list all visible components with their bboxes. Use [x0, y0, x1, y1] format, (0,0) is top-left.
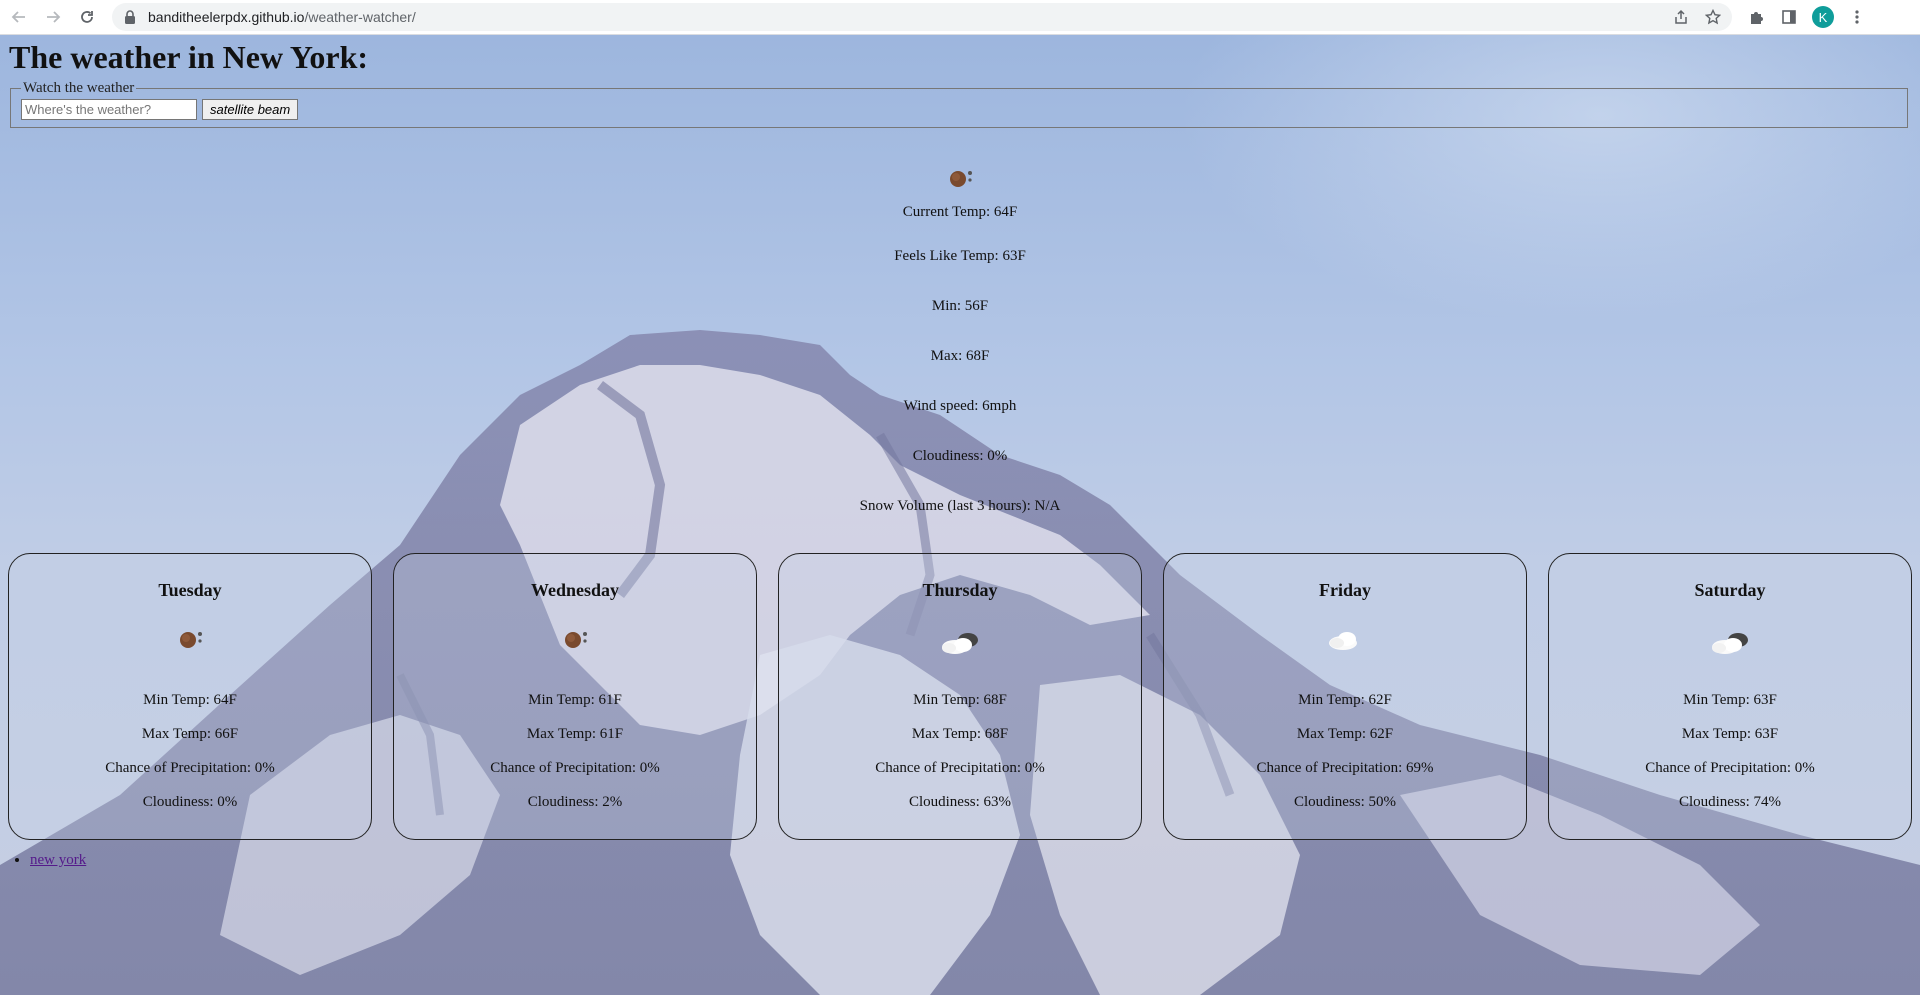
forecast-min-temp: Min Temp: 68F	[913, 692, 1007, 708]
broken-clouds-icon	[1549, 628, 1911, 656]
forecast-max-temp: Max Temp: 66F	[141, 726, 239, 742]
arrow-right-icon	[44, 8, 62, 26]
forecast-min-temp: Min Temp: 62F	[1298, 692, 1392, 708]
forecast-card-friday: Friday Min Temp: 62F Max Temp: 62F Chanc…	[1163, 553, 1527, 840]
forecast-day: Tuesday	[158, 580, 222, 600]
current-temp: Current Temp: 64F	[902, 204, 1018, 220]
browser-toolbar: banditheelerpdx.github.io/weather-watche…	[0, 0, 1920, 35]
forecast-day: Thursday	[922, 580, 998, 600]
forecast-card-wednesday: Wednesday Min Temp: 61F Max Temp: 61F Ch…	[393, 553, 757, 840]
address-bar[interactable]: banditheelerpdx.github.io/weather-watche…	[112, 3, 1732, 31]
city-search-input[interactable]	[21, 99, 197, 120]
page-title: The weather in New York:	[9, 39, 369, 75]
cloud-icon	[1164, 628, 1526, 652]
satellite-beam-button[interactable]: satellite beam	[202, 99, 299, 120]
current-max-temp: Max: 68F	[930, 348, 990, 364]
share-icon[interactable]	[1672, 8, 1690, 26]
forecast-cloudiness: Cloudiness: 2%	[527, 794, 623, 810]
forecast-max-temp: Max Temp: 68F	[911, 726, 1009, 742]
mountain-background-image	[0, 330, 1920, 995]
arrow-left-icon	[10, 8, 28, 26]
back-button[interactable]	[4, 2, 34, 32]
forecast-max-temp: Max Temp: 63F	[1681, 726, 1779, 742]
snow-volume: Snow Volume (last 3 hours): N/A	[859, 498, 1061, 514]
reload-button[interactable]	[72, 2, 102, 32]
forecast-min-temp: Min Temp: 61F	[528, 692, 622, 708]
page-viewport: The weather in New York: Watch the weath…	[0, 35, 1920, 995]
sun-icon	[9, 628, 371, 650]
broken-clouds-icon	[779, 628, 1141, 656]
forecast-max-temp: Max Temp: 62F	[1296, 726, 1394, 742]
current-min-temp: Min: 56F	[931, 298, 989, 314]
search-history-list: new york	[10, 852, 86, 869]
current-cloudiness: Cloudiness: 0%	[912, 448, 1008, 464]
history-link-new-york[interactable]: new york	[30, 852, 87, 868]
forecast-cloudiness: Cloudiness: 50%	[1293, 794, 1397, 810]
forecast-min-temp: Min Temp: 63F	[1683, 692, 1777, 708]
extensions-puzzle-icon[interactable]	[1748, 8, 1766, 26]
forecast-day: Saturday	[1694, 580, 1766, 600]
forecast-precip: Chance of Precipitation: 0%	[105, 760, 275, 776]
reload-icon	[78, 8, 96, 26]
more-vert-icon[interactable]	[1848, 8, 1866, 26]
search-legend: Watch the weather	[23, 80, 135, 96]
profile-avatar[interactable]: K	[1812, 6, 1834, 28]
sun-icon	[394, 628, 756, 650]
forecast-cloudiness: Cloudiness: 63%	[908, 794, 1012, 810]
forecast-min-temp: Min Temp: 64F	[143, 692, 237, 708]
forward-button[interactable]	[38, 2, 68, 32]
wind-speed: Wind speed: 6mph	[903, 398, 1017, 414]
forecast-max-temp: Max Temp: 61F	[526, 726, 624, 742]
list-item: new york	[30, 852, 86, 869]
side-panel-icon[interactable]	[1780, 8, 1798, 26]
forecast-cloudiness: Cloudiness: 74%	[1678, 794, 1782, 810]
forecast-day: Wednesday	[530, 580, 620, 600]
forecast-cloudiness: Cloudiness: 0%	[142, 794, 238, 810]
bookmark-star-icon[interactable]	[1704, 8, 1722, 26]
forecast-card-tuesday: Tuesday Min Temp: 64F Max Temp: 66F Chan…	[8, 553, 372, 840]
lock-icon	[122, 9, 138, 25]
forecast-precip: Chance of Precipitation: 0%	[490, 760, 660, 776]
forecast-precip: Chance of Precipitation: 0%	[1645, 760, 1815, 776]
forecast-day: Friday	[1319, 580, 1371, 600]
sun-icon	[940, 167, 980, 189]
forecast-precip: Chance of Precipitation: 69%	[1256, 760, 1434, 776]
forecast-card-thursday: Thursday Min Temp: 68F Max Temp: 68F Cha…	[778, 553, 1142, 840]
feels-like-temp: Feels Like Temp: 63F	[894, 248, 1026, 264]
url-path: /weather-watcher/	[304, 9, 416, 25]
forecast-precip: Chance of Precipitation: 0%	[875, 760, 1045, 776]
forecast-card-saturday: Saturday Min Temp: 63F Max Temp: 63F Cha…	[1548, 553, 1912, 840]
url-host: banditheelerpdx.github.io	[148, 9, 305, 25]
search-form: Watch the weather satellite beam	[10, 80, 1908, 128]
